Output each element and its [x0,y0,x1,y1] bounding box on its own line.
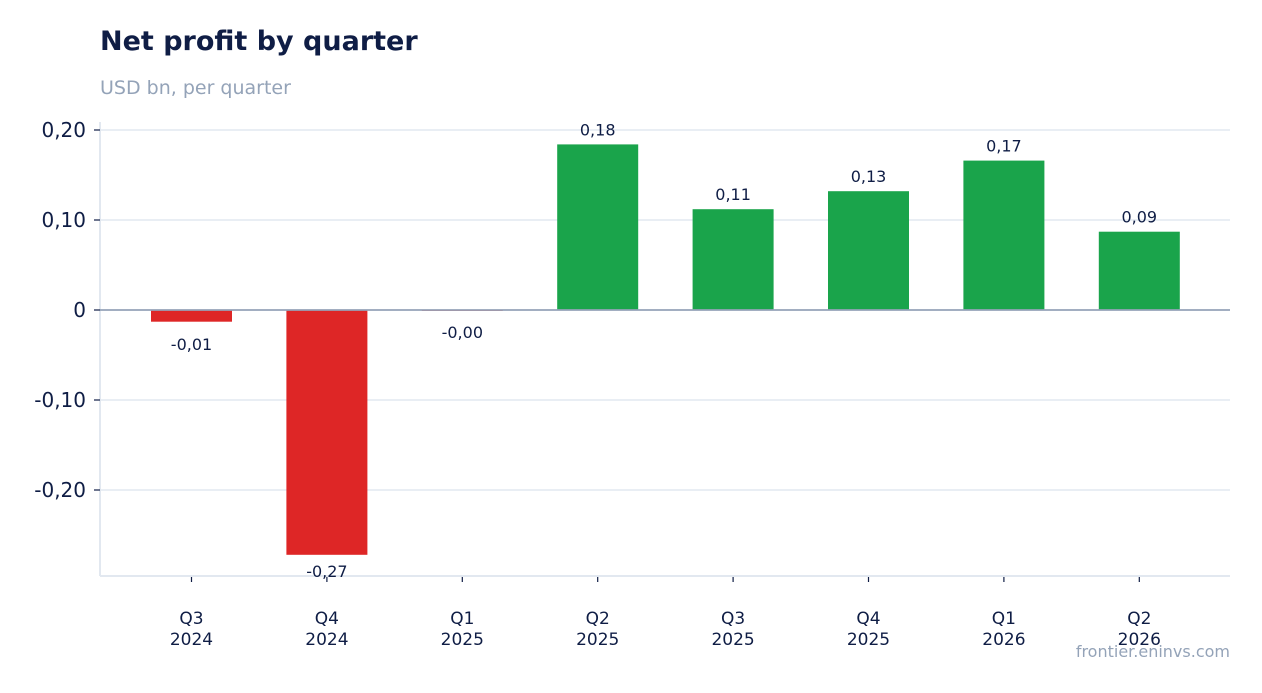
x-tick-label-year: 2025 [576,630,619,650]
y-tick-label: 0,20 [41,118,86,142]
data-label: 0,13 [851,167,887,186]
chart-subtitle: USD bn, per quarter [100,77,291,99]
x-tick-label-quarter: Q1 [450,609,474,629]
data-label: 0,17 [986,137,1022,156]
x-tick-label-quarter: Q3 [179,609,203,629]
bar [692,209,774,310]
y-tick-label: -0,10 [34,388,86,412]
labels-layer: 0,200,100-0,10-0,20-0,01Q32024-0,27Q4202… [34,118,1161,650]
axis-layer [94,122,1230,582]
data-label: -0,27 [306,562,347,581]
x-tick-label-quarter: Q3 [721,609,745,629]
bar [151,310,232,322]
bar [557,144,639,310]
x-tick-label-year: 2026 [1118,630,1161,650]
bar [963,160,1045,310]
data-label: 0,09 [1121,208,1157,227]
data-label: 0,11 [715,185,751,204]
y-tick-label: -0,20 [34,478,86,502]
x-tick-label-year: 2024 [170,630,213,650]
data-label: -0,01 [171,335,212,354]
data-label: -0,00 [442,323,483,342]
y-tick-label: 0,10 [41,208,86,232]
bars-layer [151,144,1180,555]
bar [1098,231,1180,310]
source-credit: frontier.eninvs.com [1075,642,1230,661]
x-tick-label-year: 2024 [305,630,348,650]
y-tick-label: 0 [73,298,86,322]
data-label: 0,18 [580,120,616,139]
x-tick-label-quarter: Q2 [1127,609,1151,629]
bar [828,191,909,310]
x-tick-label-quarter: Q2 [586,609,610,629]
x-tick-label-quarter: Q4 [315,609,339,629]
x-tick-label-year: 2025 [847,630,890,650]
chart-title: Net profit by quarter [100,26,418,57]
x-tick-label-year: 2026 [982,630,1025,650]
x-tick-label-year: 2025 [711,630,754,650]
x-tick-label-quarter: Q1 [992,609,1016,629]
x-tick-label-quarter: Q4 [856,609,880,629]
bar [286,310,368,555]
x-tick-label-year: 2025 [441,630,484,650]
